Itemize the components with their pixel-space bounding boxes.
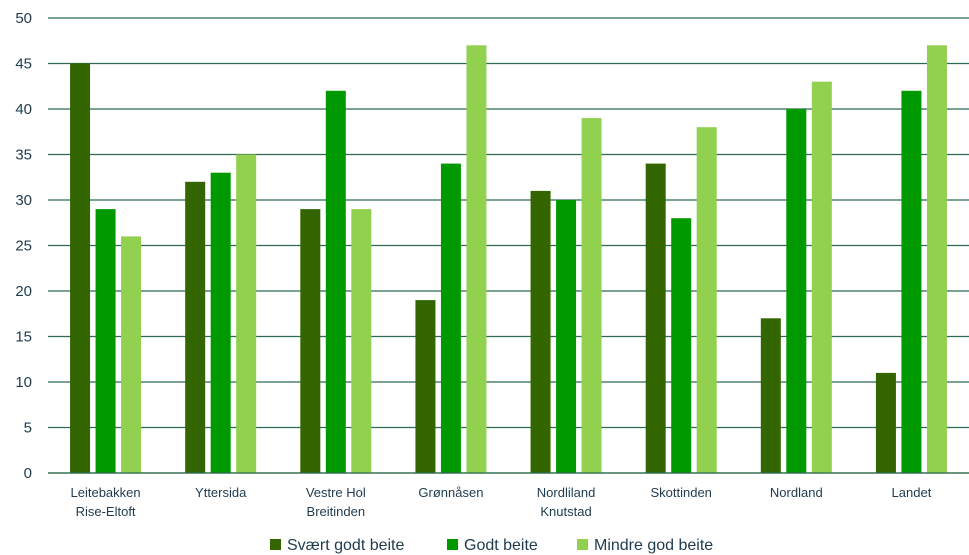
x-tick-label: Nordland [770, 485, 823, 500]
bar [185, 181, 206, 474]
bar [466, 45, 487, 474]
legend-item: Mindre god beite [577, 537, 713, 554]
legend-item: Svært godt beite [270, 537, 405, 554]
y-tick-label: 5 [24, 420, 32, 437]
x-tick-label: Vestre Hol [306, 485, 366, 500]
bar [581, 118, 602, 473]
legend-label: Svært godt beite [287, 537, 405, 554]
y-tick-label: 40 [15, 101, 32, 118]
bar [325, 90, 346, 474]
y-tick-label: 50 [15, 10, 32, 27]
bar [760, 318, 781, 473]
bar [901, 90, 922, 474]
y-tick-label: 20 [15, 283, 32, 300]
bar [530, 190, 551, 473]
x-tick-label: Yttersida [195, 485, 247, 500]
y-tick-label: 30 [15, 192, 32, 209]
x-tick-label: Breitinden [307, 504, 366, 519]
y-tick-label: 35 [15, 147, 32, 164]
bar [786, 109, 807, 473]
bar [696, 127, 717, 473]
bar [300, 209, 321, 473]
x-tick-label: Leitebakken [71, 485, 141, 500]
x-tick-label: Knutstad [540, 504, 591, 519]
y-tick-label: 25 [15, 238, 32, 255]
bar [645, 163, 666, 473]
y-tick-label: 0 [24, 465, 32, 482]
bar [415, 300, 436, 473]
legend-label: Godt beite [464, 537, 538, 554]
legend: Svært godt beite Godt beite Mindre god bei… [270, 537, 713, 554]
legend-swatch [270, 539, 281, 550]
legend-label: Mindre god beite [594, 537, 713, 554]
bar [70, 63, 91, 473]
bar [121, 236, 142, 473]
y-tick-label: 15 [15, 329, 32, 346]
legend-swatch [447, 539, 458, 550]
x-tick-label: Rise-Eltoft [76, 504, 136, 519]
bar [95, 209, 116, 473]
bar [875, 372, 896, 473]
bar [351, 209, 372, 473]
y-tick-label: 10 [15, 374, 32, 391]
bar [236, 154, 257, 473]
bar [440, 163, 461, 473]
bar [926, 45, 947, 474]
bar [210, 172, 231, 473]
y-axis: 0 5 10 15 20 25 30 35 40 45 50 [15, 10, 32, 482]
bar [556, 200, 577, 473]
y-tick-label: 45 [15, 56, 32, 73]
bar [811, 81, 832, 473]
x-axis: Leitebakken Rise-Eltoft Yttersida Vestre Ho… [48, 472, 969, 519]
legend-item: Godt beite [447, 537, 538, 554]
x-tick-label: Grønnåsen [418, 485, 483, 500]
x-tick-label: Skottinden [650, 485, 711, 500]
x-tick-label: Nordliland [537, 485, 596, 500]
legend-swatch [577, 539, 588, 550]
bars [70, 45, 947, 474]
bar [671, 218, 692, 473]
x-tick-label: Landet [892, 485, 932, 500]
